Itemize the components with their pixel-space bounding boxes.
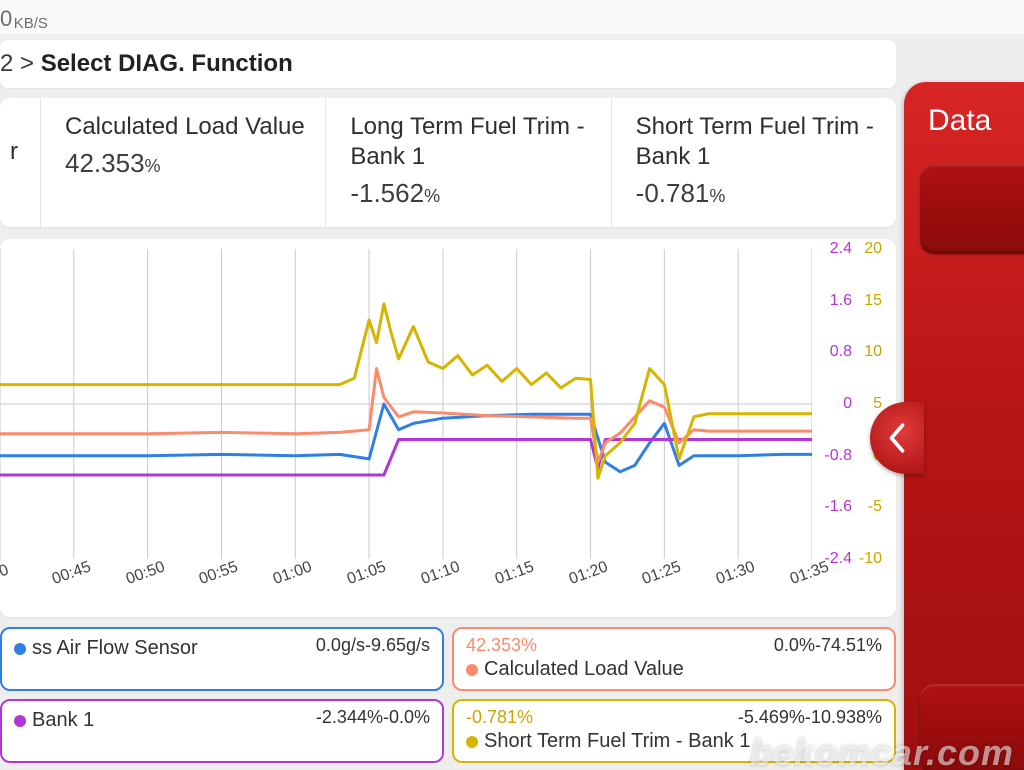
- legend-name: Short Term Fuel Trim - Bank 1: [484, 730, 750, 753]
- chevron-left-icon: [886, 423, 908, 453]
- legend-dot-icon: [14, 643, 26, 655]
- legend-name-row: Short Term Fuel Trim - Bank 1: [466, 730, 882, 753]
- x-tick: 00:50: [123, 558, 167, 589]
- y-tick: 05: [812, 395, 892, 413]
- legend-dot-icon: [466, 664, 478, 676]
- legend-item[interactable]: 42.353%Calculated Load Value0.0%-74.51%: [452, 627, 896, 691]
- side-button-top[interactable]: [920, 164, 1024, 254]
- metric-card-partial[interactable]: r: [0, 98, 40, 227]
- metric-title: Calculated Load Value: [65, 112, 315, 142]
- legend-item[interactable]: Bank 1 -2.344%-0.0%: [0, 699, 444, 763]
- x-tick: 01:20: [566, 558, 610, 589]
- metric-title: Short Term Fuel Trim - Bank 1: [636, 112, 886, 172]
- metric-cards: r Calculated Load Value 42.353% Long Ter…: [0, 98, 896, 227]
- x-tick: 0:40: [0, 561, 11, 589]
- metric-card-ltft[interactable]: Long Term Fuel Trim - Bank 1 -1.562%: [325, 98, 610, 227]
- legend-range: 0.0%-74.51%: [774, 635, 882, 656]
- x-tick: 01:25: [640, 558, 684, 589]
- legend-name: Calculated Load Value: [484, 658, 684, 681]
- legend-dot-icon: [466, 736, 478, 748]
- legend-area: ss Air Flow Sensor0.0g/s-9.65g/s42.353%C…: [0, 627, 896, 763]
- legend-name: ss Air Flow Sensor: [32, 637, 198, 660]
- x-tick: 00:55: [197, 558, 241, 589]
- y-tick: 0.810: [812, 343, 892, 361]
- metric-title: Long Term Fuel Trim - Bank 1: [350, 112, 600, 172]
- y-tick: 2.420: [812, 240, 892, 258]
- chart-plot-area[interactable]: [0, 249, 812, 559]
- chart-y-axis-right: 2.4201.6150.81005-0.80-1.6-5-2.4-10: [812, 249, 892, 559]
- side-panel-title: Data: [904, 82, 1024, 138]
- metric-value: 42.353%: [65, 148, 315, 179]
- legend-name-row: Calculated Load Value: [466, 658, 882, 681]
- net-rate-value: 0: [0, 6, 13, 32]
- y-tick: -1.6-5: [812, 498, 892, 516]
- x-tick: 01:00: [271, 558, 315, 589]
- legend-range: 0.0g/s-9.65g/s: [316, 635, 430, 656]
- x-tick: 01:05: [345, 558, 389, 589]
- breadcrumb-current: Select DIAG. Function: [41, 50, 293, 77]
- x-tick: 01:10: [419, 558, 463, 589]
- x-tick: 00:45: [50, 558, 94, 589]
- metric-card-load[interactable]: Calculated Load Value 42.353%: [40, 98, 325, 227]
- legend-range: -2.344%-0.0%: [316, 707, 430, 728]
- side-panel: Data: [904, 82, 1024, 770]
- metric-card-stft[interactable]: Short Term Fuel Trim - Bank 1 -0.781%: [611, 98, 896, 227]
- chart-card: 2.4201.6150.81005-0.80-1.6-5-2.4-10 0:40…: [0, 239, 896, 617]
- legend-item[interactable]: -0.781%Short Term Fuel Trim - Bank 1-5.4…: [452, 699, 896, 763]
- x-tick: 01:35: [788, 558, 832, 589]
- net-rate-unit: KB/S: [14, 15, 48, 32]
- x-tick: 01:30: [714, 558, 758, 589]
- y-tick: 1.615: [812, 292, 892, 310]
- metric-value: -1.562%: [350, 178, 600, 209]
- x-tick: 01:15: [493, 558, 537, 589]
- breadcrumb-prefix: 2 >: [0, 50, 41, 77]
- metric-value: -0.781%: [636, 178, 886, 209]
- breadcrumb[interactable]: 2 > Select DIAG. Function: [0, 40, 896, 88]
- side-button-bottom[interactable]: [920, 684, 1024, 770]
- legend-name: Bank 1: [32, 709, 94, 732]
- chart-svg: [0, 249, 812, 559]
- status-bar: 0 KB/S: [0, 0, 1024, 34]
- content-area: 2 > Select DIAG. Function r Calculated L…: [0, 40, 1024, 770]
- metric-card-partial-text: r: [10, 112, 30, 166]
- legend-dot-icon: [14, 715, 26, 727]
- chart-x-axis: 0:40 00:45 00:50 00:55 01:00 01:05 01:10 01:15 0…: [0, 559, 812, 599]
- legend-item[interactable]: ss Air Flow Sensor 0.0g/s-9.65g/s: [0, 627, 444, 691]
- legend-range: -5.469%-10.938%: [738, 707, 882, 728]
